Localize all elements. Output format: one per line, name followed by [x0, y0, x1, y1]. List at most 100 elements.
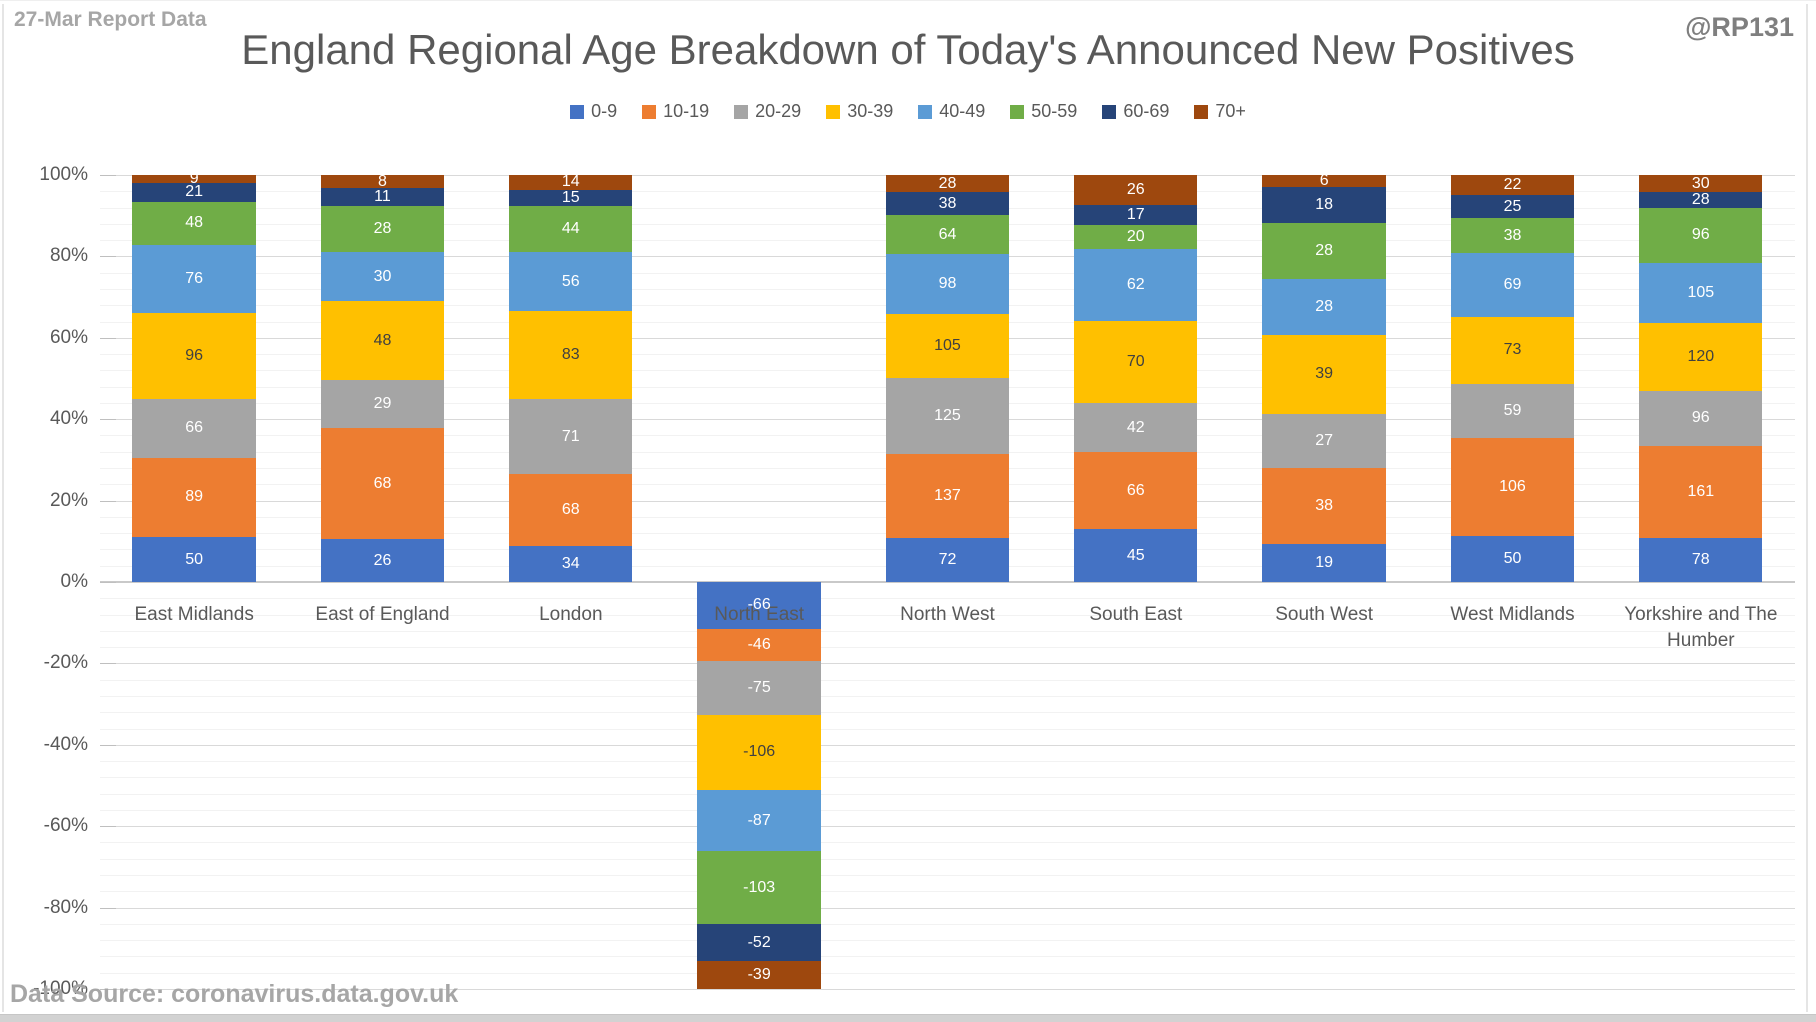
y-axis-label: -80%	[43, 896, 88, 918]
segment-value-label: 161	[1687, 482, 1715, 500]
legend-label: 50-59	[1031, 101, 1078, 121]
gridline-minor	[100, 891, 1795, 893]
segment-0-9: 19	[1262, 543, 1386, 582]
segment-value-label: 30	[1691, 174, 1710, 192]
segment-10-19: -46	[697, 628, 821, 662]
segment-value-label: 73	[1503, 341, 1522, 359]
segment-30-39: 48	[320, 301, 445, 381]
segment-60-69: 38	[885, 192, 1010, 216]
segment-50-59: 28	[320, 206, 445, 253]
segment-70plus: 22	[1450, 175, 1575, 196]
segment-value-label: 28	[1315, 298, 1334, 316]
category-label: East of England	[315, 604, 450, 625]
legend-item-70plus: 70+	[1194, 101, 1246, 122]
segment-0-9: 72	[885, 538, 1010, 582]
segment-0-9: 78	[1639, 537, 1763, 582]
y-axis-tick	[100, 419, 116, 421]
segment-40-49: 30	[320, 252, 445, 302]
segment-30-39: 39	[1262, 335, 1386, 414]
legend-label: 0-9	[591, 101, 618, 121]
segment-0-9: 34	[509, 546, 633, 582]
segment-value-label: 106	[1499, 478, 1526, 496]
segment-50-59: 44	[509, 205, 633, 253]
y-axis-label: -20%	[43, 652, 88, 674]
segment-value-label: -75	[747, 678, 771, 696]
segment-30-39: 96	[132, 312, 256, 399]
legend-label: 20-29	[755, 101, 802, 121]
segment-value-label: 48	[185, 214, 204, 232]
segment-20-29: 66	[132, 398, 256, 458]
segment-20-29: 42	[1074, 403, 1198, 453]
segment-value-label: 76	[185, 269, 204, 287]
y-axis-tick	[100, 582, 116, 583]
segment-value-label: 120	[1687, 347, 1715, 365]
y-axis-tick	[100, 907, 116, 909]
y-axis-label: 40%	[49, 408, 88, 430]
bar-south-west: 19 38 27 39 28 28 18 6	[1262, 173, 1386, 989]
segment-40-49: 62	[1074, 248, 1198, 322]
segment-10-19: 68	[320, 427, 445, 540]
gridline-minor	[100, 940, 1795, 942]
y-axis-tick	[100, 175, 116, 176]
segment-value-label: 48	[373, 331, 392, 349]
segment-50-59: 96	[1639, 208, 1763, 263]
y-axis-label: -40%	[43, 733, 88, 755]
segment-60-69: 17	[1074, 205, 1198, 226]
segment-0-9: 50	[1450, 535, 1575, 582]
segment-0-9: 50	[132, 537, 256, 582]
segment-70plus: 30	[1639, 174, 1763, 193]
segment-value-label: 26	[1126, 181, 1145, 199]
legend-item-40-49: 40-49	[918, 101, 985, 122]
segment-value-label: 34	[561, 555, 580, 573]
legend-label: 70+	[1215, 101, 1246, 121]
legend-swatch-icon	[570, 104, 585, 119]
segment-30-39: 120	[1639, 322, 1763, 392]
bar-yorkshire-and-the-humber: 78 161 96 120 105 96 28 30	[1639, 174, 1763, 989]
segment-50-59: 38	[1450, 218, 1575, 254]
segment-value-label: 21	[185, 183, 204, 201]
y-axis-tick	[100, 500, 116, 502]
chart-title: England Regional Age Breakdown of Today'…	[241, 26, 1575, 73]
segment-value-label: 71	[561, 427, 580, 445]
segment-10-19: 68	[509, 474, 633, 547]
y-axis-tick	[100, 826, 116, 828]
segment-value-label: 137	[934, 487, 961, 505]
gridline-major	[100, 663, 1795, 665]
bar-east-of-england: 26 68 29 48 30 28 11 8	[320, 173, 445, 989]
legend-label: 30-39	[847, 101, 894, 121]
y-axis-label: -60%	[43, 815, 88, 837]
y-axis-label: 0%	[60, 571, 88, 592]
segment-value-label: 29	[373, 394, 392, 412]
legend-item-30-39: 30-39	[826, 101, 893, 122]
segment-value-label: 62	[1126, 275, 1145, 293]
segment-value-label: 105	[934, 337, 961, 355]
y-axis-label: 20%	[49, 489, 88, 511]
y-axis-tick	[100, 663, 116, 665]
legend-swatch-icon	[734, 104, 749, 119]
segment-value-label: 28	[938, 174, 957, 192]
segment-value-label: 30	[373, 267, 392, 285]
gridline-minor	[100, 679, 1795, 681]
segment-value-label: 9	[189, 170, 199, 188]
legend-item-0-9: 0-9	[570, 101, 617, 122]
segment-60-69: -52	[697, 924, 821, 962]
legend-swatch-icon	[826, 104, 841, 119]
segment-value-label: 96	[1691, 409, 1710, 427]
segment-value-label: -103	[743, 878, 776, 896]
segment-70plus: -39	[697, 961, 821, 989]
segment-value-label: 89	[185, 488, 204, 506]
segment-30-39: 73	[1450, 316, 1575, 385]
segment-40-49: 69	[1450, 253, 1575, 317]
gridline-minor	[100, 875, 1795, 877]
gridline-minor	[100, 630, 1795, 632]
top-border-line	[0, 0, 1816, 1]
segment-value-label: 83	[561, 346, 580, 364]
category-label: North West	[900, 604, 995, 625]
category-label: London	[539, 604, 603, 625]
gridline-minor	[100, 793, 1795, 795]
bar-london: 34 68 71 83 56 44 15 14	[509, 174, 633, 989]
legend-swatch-icon	[1194, 104, 1209, 119]
segment-value-label: 11	[374, 188, 391, 206]
segment-value-label: 45	[1126, 546, 1145, 564]
